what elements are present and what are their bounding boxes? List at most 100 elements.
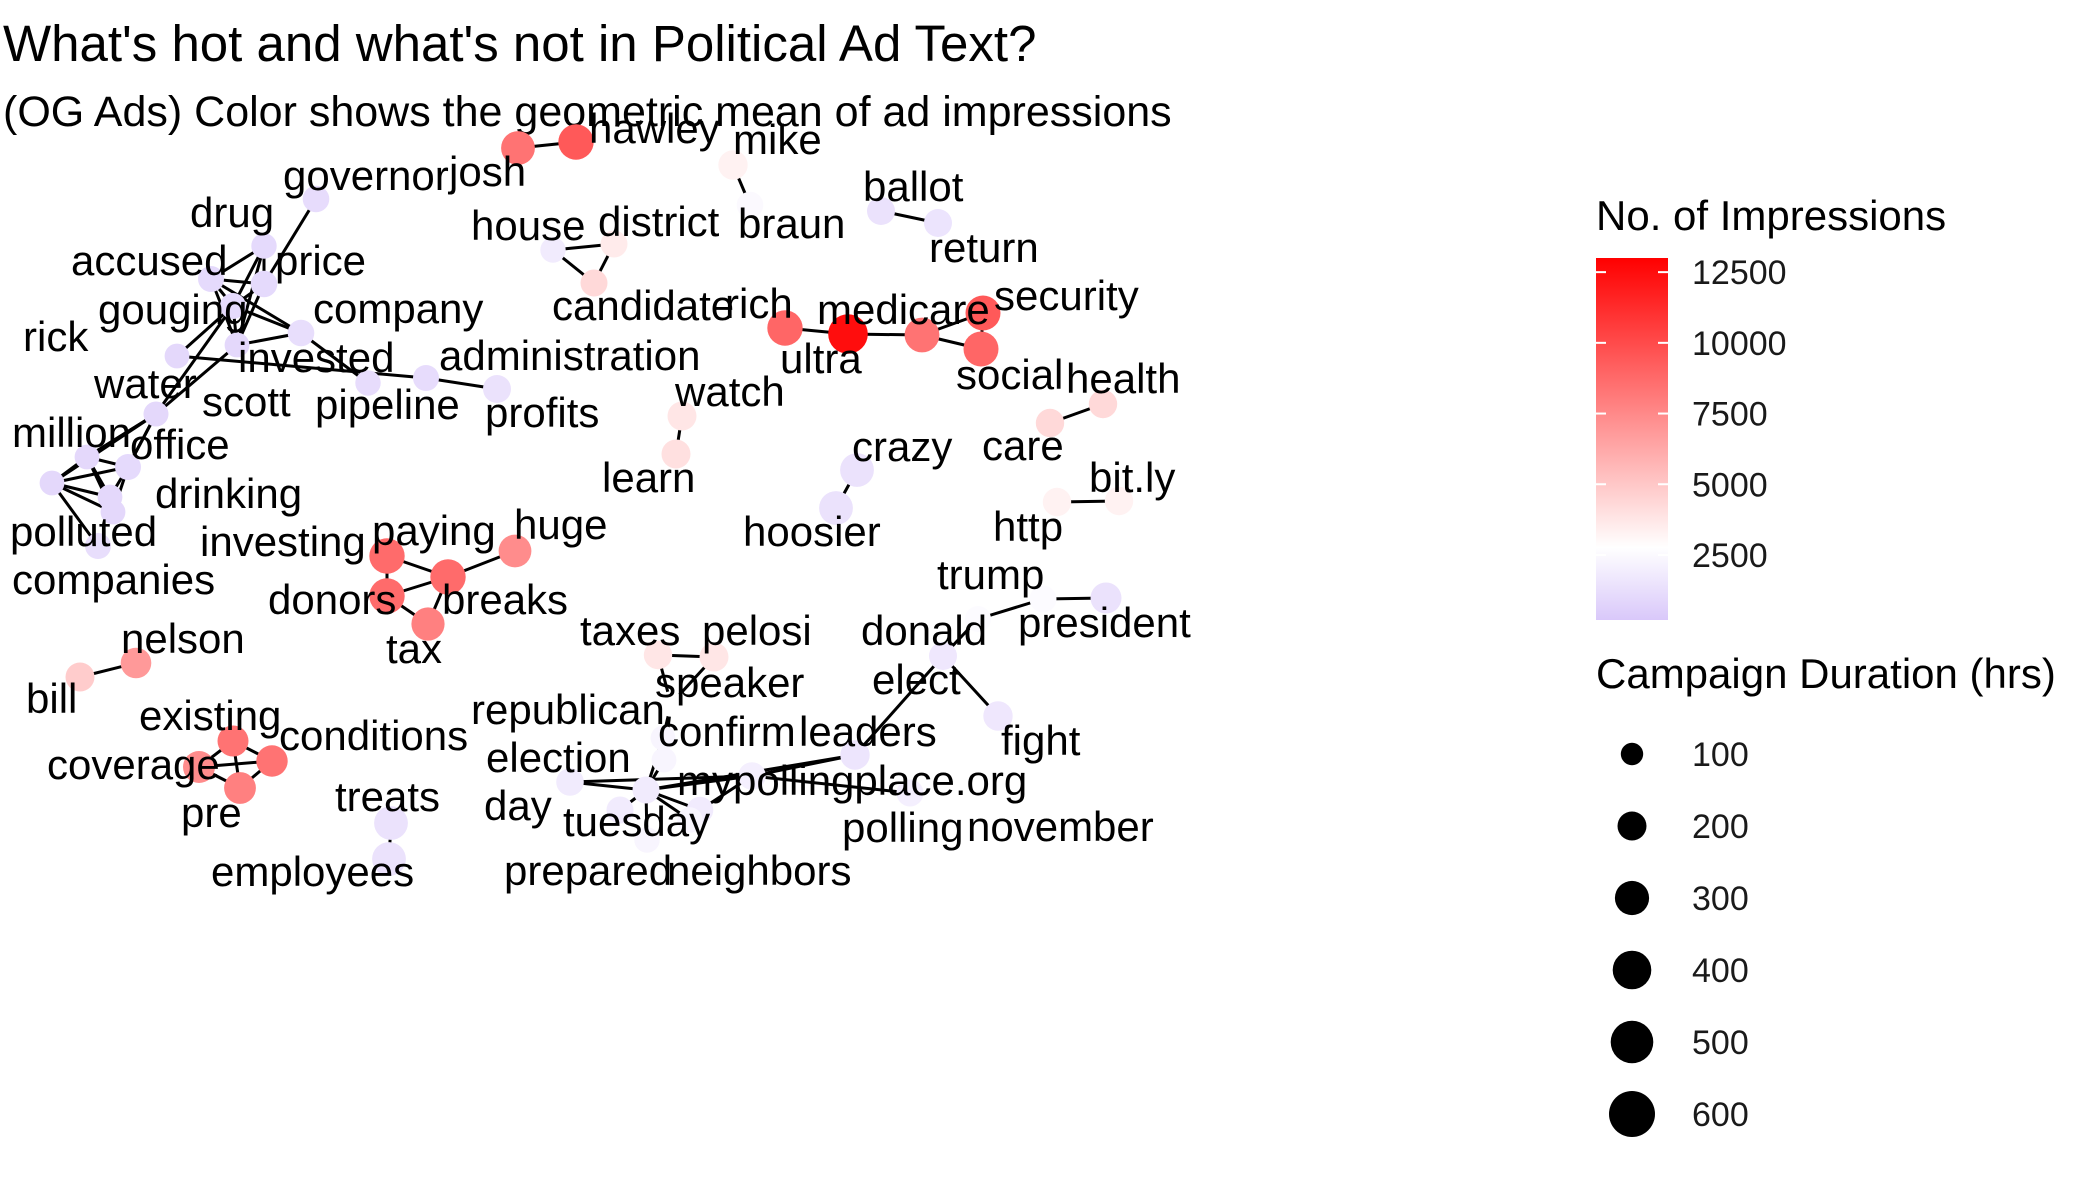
- node-president: [1090, 582, 1122, 614]
- node-employees: [372, 842, 406, 876]
- node-label-bill: bill: [26, 675, 77, 722]
- node-leaders: [840, 740, 870, 770]
- node-label-social: social: [956, 351, 1063, 398]
- node-social: [963, 331, 999, 367]
- node-investing: [100, 499, 126, 525]
- node-hawley: [558, 124, 594, 160]
- node-label-crazy: crazy: [852, 423, 952, 470]
- node-crazy: [840, 453, 874, 487]
- node-label-ultra: ultra: [780, 335, 862, 382]
- node-candidate: [580, 269, 608, 297]
- node-confirm: [651, 747, 677, 773]
- node-label-ballot: ballot: [863, 163, 964, 210]
- node-label-november: november: [967, 803, 1154, 850]
- node-governor: [302, 185, 330, 213]
- node-label-donald: donald: [861, 607, 987, 654]
- node-label-neighbors: neighbors: [667, 847, 851, 894]
- node-label-company: company: [313, 285, 483, 332]
- node-house: [540, 237, 566, 263]
- edge-invested-scott: [155, 343, 238, 416]
- colorbar-tick-label: 2500: [1692, 537, 1768, 575]
- node-hoosier: [819, 491, 853, 525]
- node-return: [924, 209, 952, 237]
- node-invested: [224, 332, 250, 358]
- node-label-braun: braun: [738, 200, 845, 247]
- node-label-watch: watch: [674, 368, 785, 415]
- node-accused: [198, 266, 224, 292]
- node-label-office: office: [130, 421, 230, 468]
- node-day: [606, 796, 634, 824]
- color-legend: No. of Impressions 2500 5000 7500 10000 1250…: [1596, 192, 1946, 620]
- node-label-polluted: polluted: [10, 508, 157, 555]
- node-paying: [369, 538, 405, 574]
- node-label-candidate: candidate: [552, 282, 734, 329]
- node-mypollingplace-org: [738, 762, 766, 790]
- node-label-http: http: [993, 503, 1063, 550]
- node-treats: [374, 806, 408, 840]
- node-breaks: [430, 559, 466, 595]
- node-label-scott: scott: [202, 378, 291, 425]
- node-label-trump: trump: [937, 551, 1044, 598]
- node-label-rick: rick: [23, 313, 89, 360]
- node-label-president: president: [1018, 599, 1191, 646]
- node-label-fight: fight: [1001, 717, 1081, 764]
- node-label-polling: polling: [842, 804, 963, 851]
- node-label-coverage: coverage: [47, 741, 220, 788]
- node-donald: [965, 606, 991, 632]
- colorbar-tick-label: 5000: [1692, 466, 1768, 504]
- node-braun: [736, 191, 764, 219]
- colorbar-tick-label: 12500: [1692, 254, 1787, 292]
- node-label-elect: elect: [872, 656, 961, 703]
- node-mike: [718, 150, 748, 180]
- node-label-prepared: prepared: [504, 847, 672, 894]
- node-ballot: [867, 197, 895, 225]
- node-gouging: [220, 293, 246, 319]
- nodes-layer: [39, 124, 1134, 876]
- node-label-price: price: [275, 237, 366, 284]
- edge-election-mypollingplace.org: [569, 774, 753, 784]
- node-label-hoosier: hoosier: [743, 508, 881, 555]
- node-label-huge: huge: [514, 501, 607, 548]
- node-taxes: [643, 640, 673, 670]
- node-price: [250, 270, 278, 298]
- node-label-rich: rich: [725, 280, 793, 327]
- node-republican: [650, 725, 676, 751]
- node-drug: [251, 233, 277, 259]
- node-label-mypollingplace-org: mypollingplace.org: [677, 757, 1027, 804]
- node-care: [1035, 408, 1065, 438]
- node-label-leaders: leaders: [799, 708, 937, 755]
- node-label-hawley: hawley: [589, 105, 720, 152]
- node-label-republican: republican: [471, 686, 665, 733]
- node-pelosi: [699, 642, 729, 672]
- size-legend-dot: [1617, 811, 1647, 841]
- node-label-accused: accused: [71, 237, 227, 284]
- node-label-investing: investing: [200, 518, 366, 565]
- node-label-breaks: breaks: [442, 576, 568, 623]
- node-company: [287, 319, 315, 347]
- node-label-bit-ly: bit.ly: [1089, 454, 1175, 501]
- node-label-mike: mike: [733, 116, 822, 163]
- node-label-day: day: [484, 782, 552, 829]
- chart-title: What's hot and what's not in Political A…: [3, 15, 1037, 72]
- edge-polluted-companies: [50, 482, 100, 547]
- node-pre: [224, 772, 256, 804]
- node-donors: [369, 578, 405, 614]
- node-medicare: [904, 317, 940, 353]
- node-label-paying: paying: [372, 507, 496, 554]
- node-fight: [983, 701, 1013, 731]
- node-label-nelson: nelson: [121, 615, 245, 662]
- node-learn: [661, 439, 691, 469]
- node-label-companies: companies: [12, 556, 215, 603]
- node-tuesday: [632, 776, 660, 804]
- node-label-governor: governor: [283, 152, 449, 199]
- colorbar-tick-label: 10000: [1692, 325, 1787, 363]
- node-polluted: [39, 470, 65, 496]
- size-legend-label: 300: [1692, 880, 1749, 918]
- node-label-health: health: [1066, 355, 1180, 402]
- colorbar: [1596, 258, 1668, 620]
- node-josh: [501, 131, 535, 165]
- node-election: [556, 768, 584, 796]
- node-trump: [1029, 585, 1057, 613]
- size-legend-label: 400: [1692, 952, 1749, 990]
